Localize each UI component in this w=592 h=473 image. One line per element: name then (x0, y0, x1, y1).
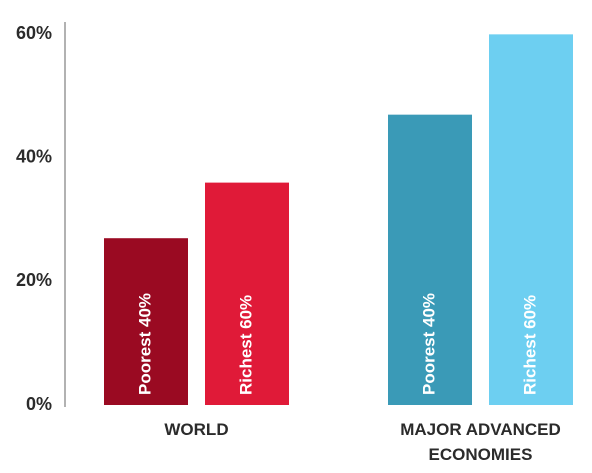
bar-label: Richest 60% (236, 295, 255, 395)
bar-label: Poorest 40% (135, 293, 154, 395)
bar (388, 114, 472, 406)
x-tick-label: MAJOR ADVANCED ECONOMIES (400, 420, 561, 464)
y-tick-label: 60% (16, 23, 52, 43)
bar (489, 34, 573, 406)
y-tick-label: 20% (16, 270, 52, 290)
bar (205, 182, 289, 405)
bar-label: Poorest 40% (419, 293, 438, 395)
y-tick-label: 0% (26, 394, 52, 414)
bar (104, 238, 188, 405)
bar-label: Richest 60% (520, 295, 539, 395)
y-tick-label: 40% (16, 147, 52, 167)
x-tick-label: WORLD (164, 420, 229, 439)
